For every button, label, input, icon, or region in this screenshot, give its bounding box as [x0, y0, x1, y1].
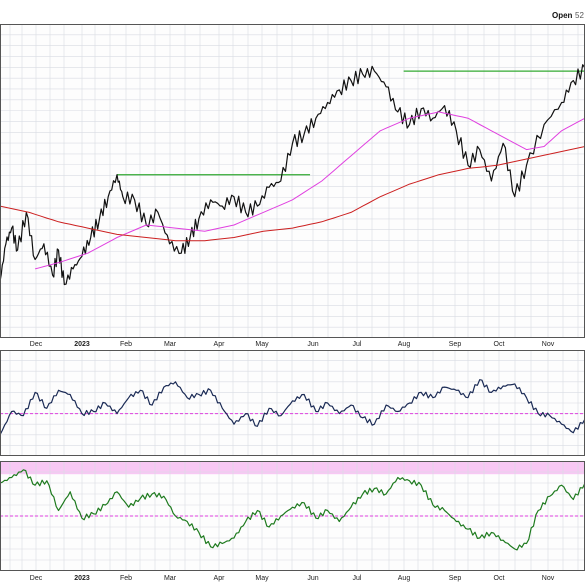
x-tick-label: Nov [542, 341, 555, 348]
x-tick-label: May [255, 575, 269, 582]
x-tick-label: Apr [214, 341, 226, 348]
x-tick-label: Aug [398, 575, 411, 582]
x-tick-label: Sep [449, 575, 462, 582]
x-tick-label: Nov [542, 575, 555, 582]
x-tick-label: Mar [164, 575, 177, 582]
momentum-panel [0, 350, 585, 456]
x-tick-label: Sep [449, 341, 462, 348]
oscillator-panel: Dec 2023 Feb Mar Apr May Jun Jul Aug Sep Oct Nov [0, 461, 585, 582]
x-tick-label: 2023 [74, 341, 90, 348]
x-tick-label: Mar [164, 341, 177, 348]
oscillator-series-line [0, 469, 585, 551]
x-tick-label: Aug [398, 341, 411, 348]
price-series-line [0, 64, 585, 286]
x-tick-label: Dec [30, 575, 43, 582]
x-tick-label: Oct [494, 575, 505, 582]
open-value: 52 [575, 11, 584, 20]
x-tick-label: Apr [214, 575, 226, 582]
momentum-series-line [0, 379, 585, 436]
x-tick-label: Oct [494, 341, 505, 348]
ma_short-series-line [34, 111, 585, 270]
price-panel: Dec 2023 Feb Mar Apr May Jun Jul Aug Sep Oct Nov [0, 24, 585, 348]
x-tick-label: Feb [120, 575, 132, 582]
x-tick-label: Jun [307, 575, 318, 582]
ma_long-series-line [0, 146, 585, 242]
x-tick-label: Jul [353, 341, 362, 348]
open-label: Open [552, 11, 573, 20]
x-tick-label: Jun [307, 341, 318, 348]
x-tick-label: Feb [120, 341, 132, 348]
x-tick-label: Dec [30, 341, 43, 348]
chart-panels: Dec 2023 Feb Mar Apr May Jun Jul Aug Sep Oct NovDec… [0, 24, 585, 582]
price-plot-area [0, 24, 585, 338]
x-tick-label: May [255, 341, 269, 348]
x-tick-label: Jul [353, 575, 362, 582]
x-tick-label: 2023 [74, 575, 90, 582]
overbought-band [0, 461, 585, 475]
